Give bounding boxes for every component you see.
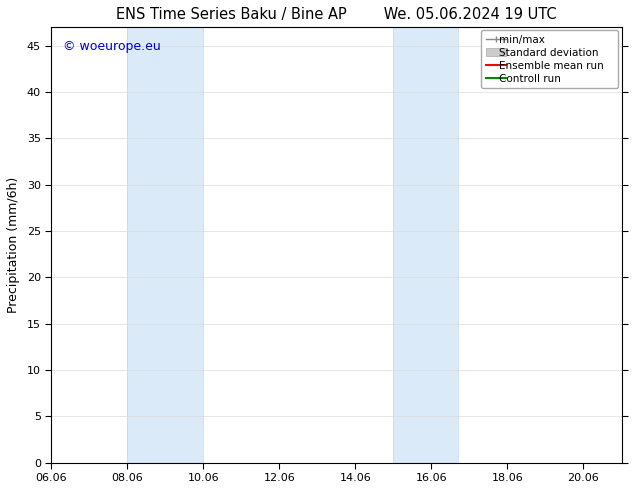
Legend: min/max, Standard deviation, Ensemble mean run, Controll run: min/max, Standard deviation, Ensemble me…: [481, 30, 618, 88]
Title: ENS Time Series Baku / Bine AP        We. 05.06.2024 19 UTC: ENS Time Series Baku / Bine AP We. 05.06…: [116, 7, 557, 22]
Bar: [127, 27, 204, 463]
Bar: [394, 27, 458, 463]
Y-axis label: Precipitation (mm/6h): Precipitation (mm/6h): [7, 177, 20, 313]
Text: © woeurope.eu: © woeurope.eu: [63, 40, 160, 53]
